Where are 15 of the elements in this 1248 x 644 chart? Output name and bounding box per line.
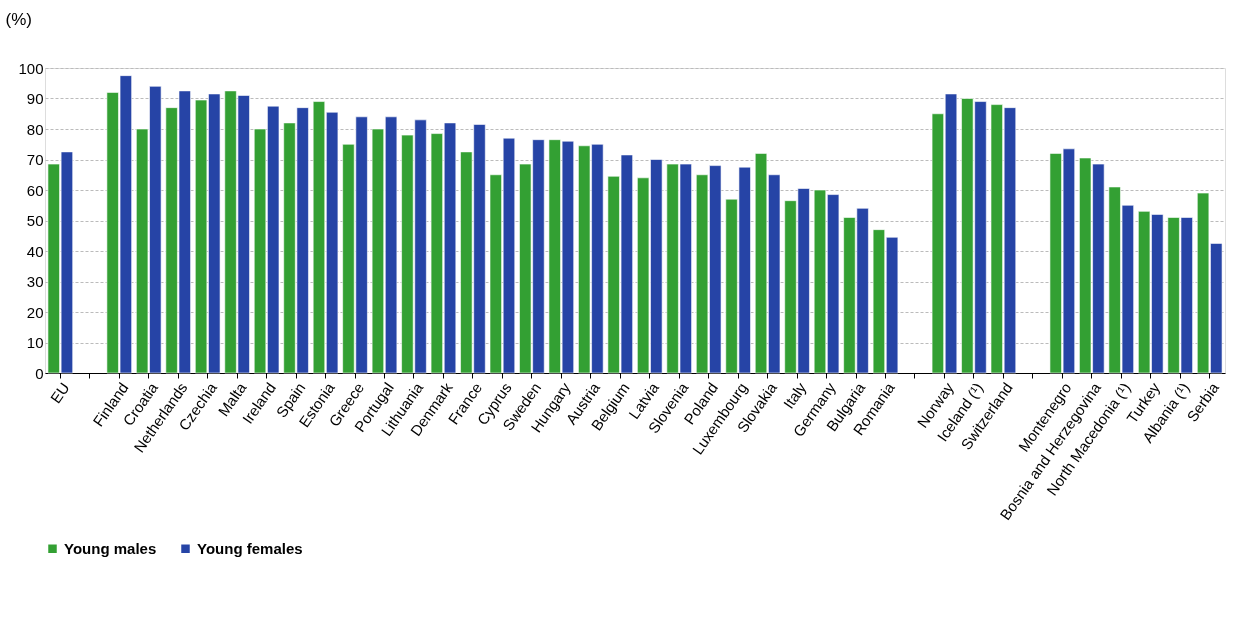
legend-label: Young females xyxy=(197,539,303,557)
y-tick-label: 80 xyxy=(26,120,44,138)
y-tick-label: 100 xyxy=(18,59,44,77)
y-tick-label: 90 xyxy=(26,90,44,107)
legend-label: Young males xyxy=(64,539,157,557)
y-tick-label: 0 xyxy=(35,364,44,382)
y-tick-label: 30 xyxy=(26,273,44,290)
y-tick-label: 50 xyxy=(26,212,44,229)
y-tick-label: 20 xyxy=(26,303,44,321)
y-tick-label: 40 xyxy=(26,242,44,260)
y-axis-title: (%) xyxy=(5,9,32,29)
y-tick-label: 70 xyxy=(26,151,44,168)
y-tick-label: 10 xyxy=(26,334,44,351)
y-tick-label: 60 xyxy=(26,181,44,199)
x-tick-label: EU xyxy=(46,379,73,407)
